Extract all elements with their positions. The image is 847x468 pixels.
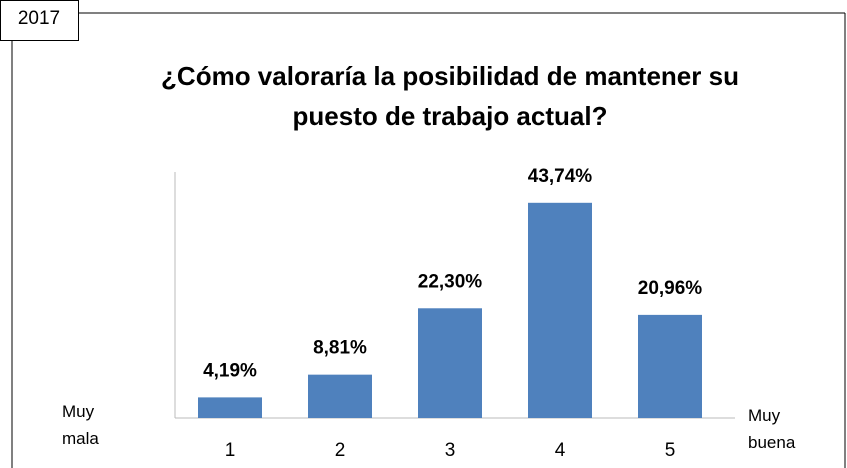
x-tick-label: 1 xyxy=(225,440,236,461)
bar xyxy=(308,374,372,418)
bar xyxy=(638,314,702,418)
bar xyxy=(418,308,482,418)
value-label: 20,96% xyxy=(638,278,703,299)
chart-title: ¿Cómo valoraría la posibilidad de manten… xyxy=(161,61,739,131)
value-label: 8,81% xyxy=(313,338,367,359)
right-annotation: Muy buena xyxy=(748,406,796,452)
year-tag: 2017 xyxy=(17,8,61,29)
value-label: 4,19% xyxy=(203,360,257,381)
value-label: 22,30% xyxy=(418,271,483,292)
tag-box xyxy=(0,0,79,41)
value-label: 43,74% xyxy=(528,166,593,187)
x-tick-label: 5 xyxy=(665,440,676,461)
bar xyxy=(528,202,592,418)
left-annotation: Muy mala xyxy=(62,402,99,448)
bar xyxy=(198,397,262,418)
x-tick-label: 4 xyxy=(555,440,566,461)
x-tick-label: 2 xyxy=(335,440,346,461)
x-tick-label: 3 xyxy=(445,440,456,461)
